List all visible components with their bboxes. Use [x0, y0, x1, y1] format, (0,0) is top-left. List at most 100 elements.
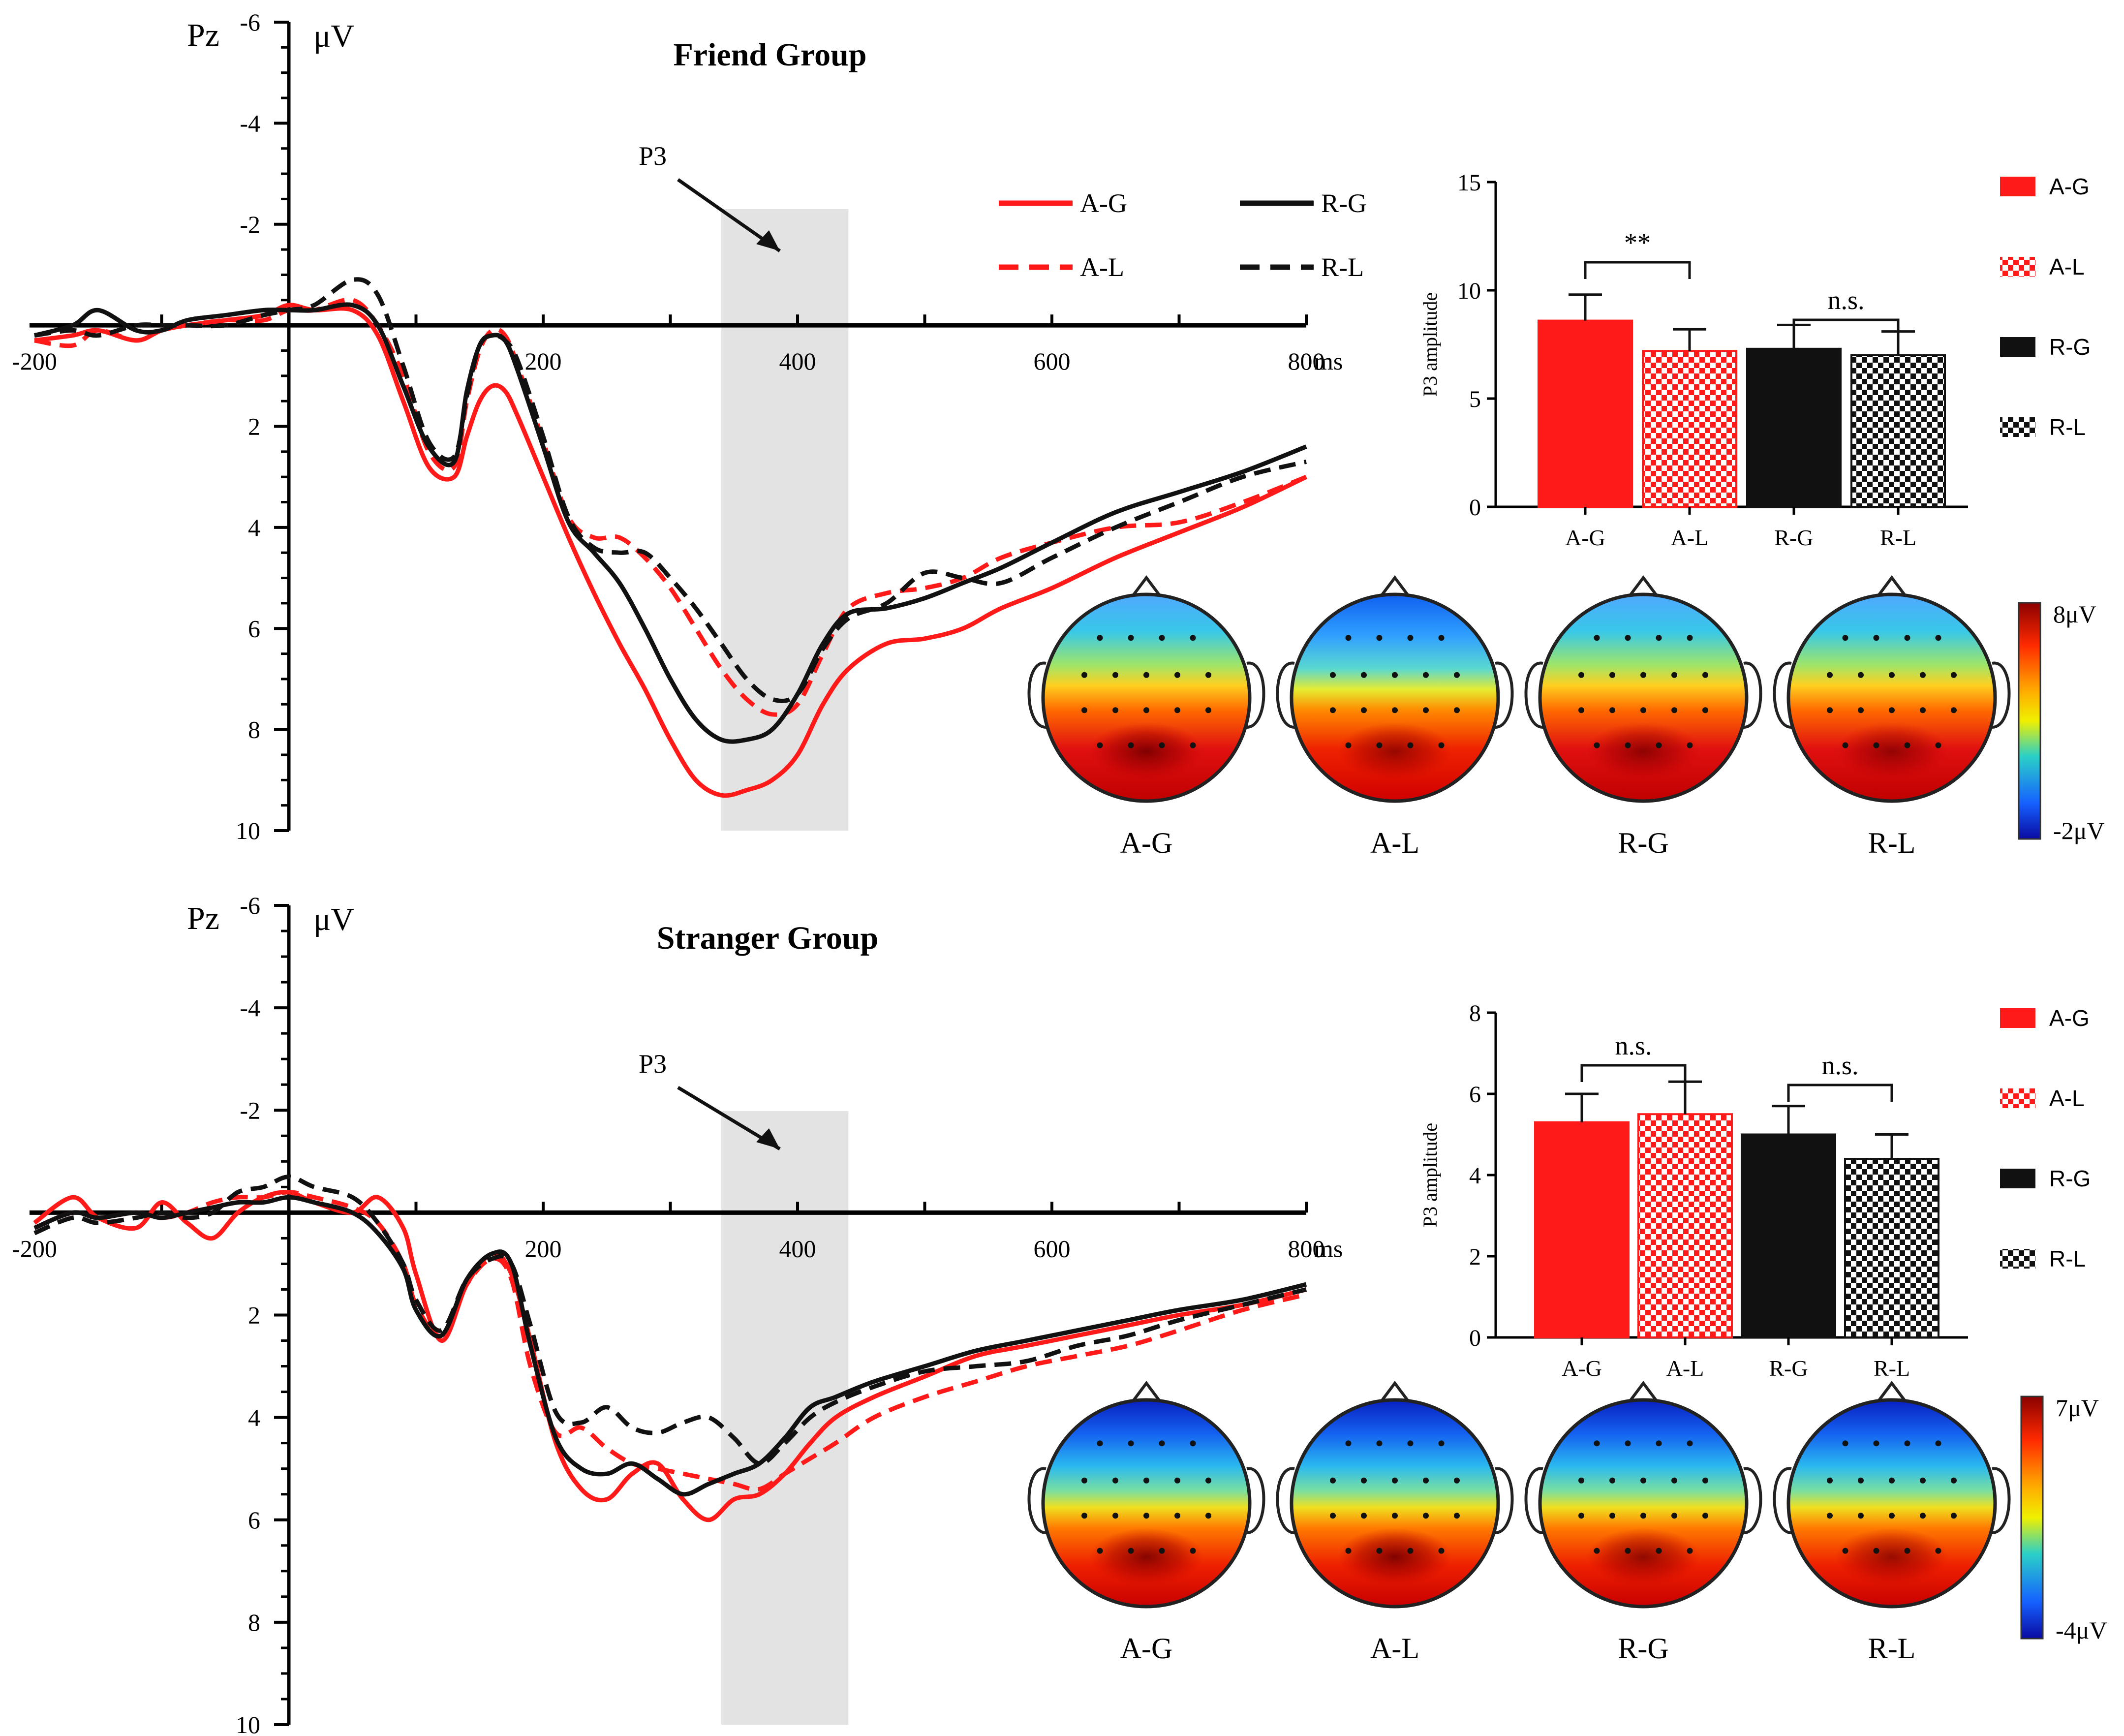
electrode-dot	[1858, 1477, 1864, 1484]
legend-label: A-L	[1080, 252, 1124, 282]
ear-right	[1992, 1467, 2011, 1534]
topomap-a-l	[1276, 575, 1514, 803]
topomap-label: A-G	[1120, 827, 1173, 859]
electrode-dot	[1656, 1440, 1662, 1447]
colorbar	[2020, 1395, 2044, 1640]
electrode-dot	[1345, 1548, 1352, 1554]
electrode-dot	[1842, 1548, 1848, 1554]
electrode-dot	[1625, 742, 1631, 748]
ear-left	[1773, 1467, 1792, 1534]
electrode-dot	[1889, 672, 1895, 678]
y-tick-label: 6	[248, 1506, 260, 1534]
electrode-dot	[1873, 635, 1879, 641]
electrode-dot	[1858, 672, 1864, 678]
bar-legend-swatch-r-g	[2000, 337, 2035, 357]
y-tick-label: -2	[240, 1096, 260, 1124]
electrode-dot	[1361, 672, 1367, 678]
y-tick-label: -6	[240, 892, 260, 919]
bar-y-tick-label: 6	[1469, 1082, 1481, 1108]
topo-panel-stranger-topo: A-G A-L R-G R-L 7μV -4μV	[1027, 1381, 2107, 1665]
significance-label: n.s.	[1615, 1031, 1652, 1060]
electrode-dot	[1873, 1440, 1879, 1447]
bar-legend-swatch-a-l	[2000, 1088, 2035, 1108]
electrode-dot	[1143, 1477, 1149, 1484]
bar-y-tick-label: 2	[1469, 1244, 1481, 1270]
bar-x-tick-label: R-L	[1874, 1356, 1910, 1381]
y-unit-label: μV	[313, 901, 354, 937]
topomap-r-g	[1524, 1381, 1762, 1609]
electrode-dot	[1904, 742, 1910, 748]
topomap-label: R-G	[1618, 1632, 1668, 1665]
topomap-a-g	[1027, 1381, 1265, 1609]
topomap-label: R-G	[1618, 827, 1668, 859]
bar-x-tick-label: A-L	[1666, 1356, 1704, 1381]
x-tick-label: 800	[1288, 1235, 1325, 1262]
series-line-r-g	[33, 1195, 1307, 1497]
electrode-dot	[1640, 1513, 1646, 1519]
head-outline	[1290, 592, 1500, 803]
electrode-dot	[1578, 707, 1584, 713]
colorbar-min-label: -2μV	[2053, 817, 2105, 844]
significance-bracket	[1792, 318, 1900, 337]
nose	[1130, 1381, 1163, 1404]
electrode-dot	[1097, 1440, 1103, 1447]
topomap-a-l	[1276, 1381, 1514, 1609]
p3-arrow-head	[756, 1128, 780, 1149]
x-tick-label: 200	[525, 347, 562, 375]
bar-x-tick-label: A-G	[1562, 1356, 1602, 1381]
y-tick-label: 10	[236, 817, 260, 844]
electrode-dot	[1159, 742, 1165, 748]
bar-x-tick-label: A-L	[1671, 525, 1709, 550]
topomap-r-l	[1773, 1381, 2011, 1609]
nose	[1876, 1381, 1908, 1404]
bar-x-tick-label: R-L	[1880, 525, 1916, 550]
scalp-hotspot	[1835, 722, 1949, 780]
electrode-dot	[1454, 1477, 1460, 1484]
electrode-dot	[1889, 707, 1895, 713]
bar-r-l	[1844, 1158, 1939, 1338]
topomap-a-g	[1027, 575, 1265, 803]
electrode-dot	[1345, 742, 1352, 748]
scalp-hotspot	[1835, 1528, 1949, 1586]
x-tick-label: 600	[1034, 1235, 1071, 1262]
electrode-dot	[1687, 1548, 1693, 1554]
bar-x-tick-label: R-G	[1769, 1356, 1808, 1381]
electrode-dot	[1842, 1440, 1848, 1447]
bar-y-tick-label: 10	[1457, 278, 1481, 304]
bar-panel-stranger-bars: 0 2 4 6 8 P3 amplitude A-G A-L R-G R-L n.s. n.s. A-G…	[1419, 1000, 2091, 1381]
colorbar-max-label: 7μV	[2056, 1394, 2099, 1422]
electrode-dot	[1687, 635, 1693, 641]
y-tick-label: 4	[248, 514, 260, 541]
electrode-dot	[1935, 1548, 1941, 1554]
nose	[1627, 575, 1660, 598]
electrode-dot	[1376, 1440, 1383, 1447]
electrode-dot	[1190, 635, 1196, 641]
electrode-dot	[1702, 1513, 1708, 1519]
electrode-dot	[1174, 707, 1180, 713]
electrode-dot	[1407, 635, 1414, 641]
topomap-label: A-L	[1370, 827, 1419, 859]
bar-y-tick-label: 8	[1469, 1000, 1481, 1026]
electrode-dot	[1438, 1548, 1445, 1554]
bar-legend-label: R-L	[2049, 414, 2086, 440]
bar-r-l	[1850, 354, 1946, 508]
ear-left	[1276, 1467, 1295, 1534]
head-outline	[1290, 1398, 1500, 1609]
series-line-a-l	[33, 1190, 1307, 1492]
electrode-dot	[1858, 1513, 1864, 1519]
bar-legend-label: A-L	[2049, 254, 2085, 279]
colorbar-max-label: 8μV	[2053, 600, 2096, 628]
y-tick-label: 6	[248, 615, 260, 642]
electrode-dot	[1609, 707, 1615, 713]
electrode-dot	[1174, 672, 1180, 678]
electrode-dot	[1671, 707, 1677, 713]
panel-title: Friend Group	[673, 37, 866, 73]
electrode-dot	[1594, 635, 1600, 641]
bar-legend-swatch-a-g	[2000, 177, 2035, 196]
electrode-dot	[1702, 1477, 1708, 1484]
y-tick-label: 8	[248, 1609, 260, 1636]
electrode-dot	[1112, 1477, 1118, 1484]
y-tick-label: -6	[240, 8, 260, 36]
